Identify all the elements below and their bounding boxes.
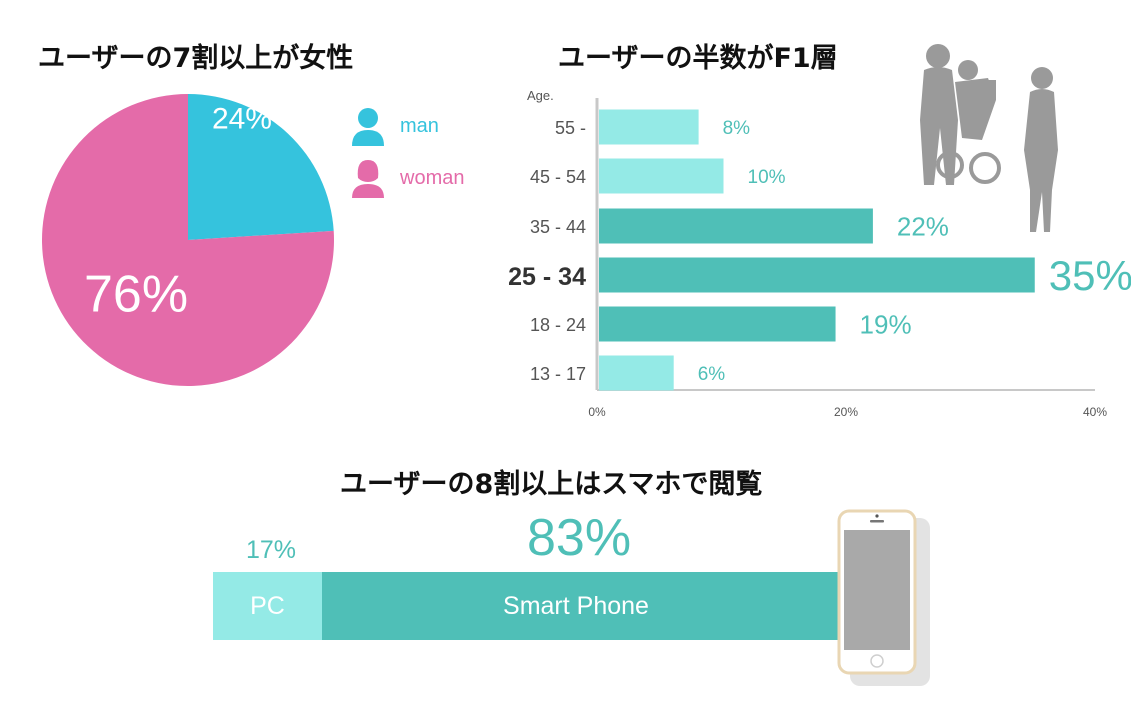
age-value-label: 6% [698, 364, 726, 385]
legend-woman: woman [350, 158, 464, 198]
pie-slice-man [188, 94, 334, 240]
legend-man: man [350, 106, 439, 146]
age-bar [599, 257, 1035, 293]
people-silhouettes-icon [920, 44, 1058, 232]
age-bar [599, 306, 836, 342]
smartphone-percent: 83% [527, 509, 632, 567]
age-category-label: 55 - [555, 118, 586, 138]
age-x-tick-label: 40% [1083, 405, 1107, 419]
device-bar-smartphone-segment [322, 572, 840, 640]
pc-percent: 17% [246, 536, 297, 564]
age-x-tick-label: 20% [834, 405, 858, 419]
age-value-label: 10% [748, 167, 786, 188]
age-chart-title: ユーザーの半数がF1層 [558, 43, 838, 74]
age-value-label: 35% [1049, 252, 1131, 299]
person-woman-icon [352, 160, 384, 198]
gender-pie-chart: 24% 76% [41, 94, 335, 387]
pie-slice-woman [41, 94, 335, 387]
pc-label: PC [250, 592, 285, 620]
age-bar [599, 109, 699, 145]
age-value-label: 8% [723, 118, 751, 139]
age-category-label: 18 - 24 [530, 315, 586, 335]
legend-man-label: man [400, 114, 439, 137]
age-axis-title: Age. [527, 88, 554, 103]
age-category-label: 13 - 17 [530, 364, 586, 384]
pie-label-man: 24% [212, 102, 272, 135]
person-man-icon [352, 108, 384, 146]
age-bar [599, 208, 873, 244]
pie-label-woman: 76% [84, 265, 188, 323]
device-chart-title: ユーザーの8割以上はスマホで閲覧 [340, 469, 763, 500]
age-category-label: 45 - 54 [530, 167, 586, 187]
age-bar [599, 355, 674, 391]
gender-chart-title: ユーザーの7割以上が女性 [38, 43, 354, 74]
legend-woman-label: woman [400, 166, 465, 189]
age-category-label: 35 - 44 [530, 217, 586, 237]
age-x-tick-label: 0% [588, 405, 606, 419]
smartphone-label: Smart Phone [503, 592, 649, 620]
device-bar-pc-segment [213, 572, 322, 640]
age-value-label: 22% [897, 211, 949, 241]
age-value-label: 19% [860, 309, 912, 339]
age-bar-chart: Age. 0% 20% 40% 55 - 8% 45 - 54 10% 35 - 44 22% 25… [508, 88, 1131, 419]
age-category-label: 25 - 34 [508, 263, 586, 291]
smartphone-icon [837, 509, 930, 686]
age-bar [599, 158, 724, 194]
